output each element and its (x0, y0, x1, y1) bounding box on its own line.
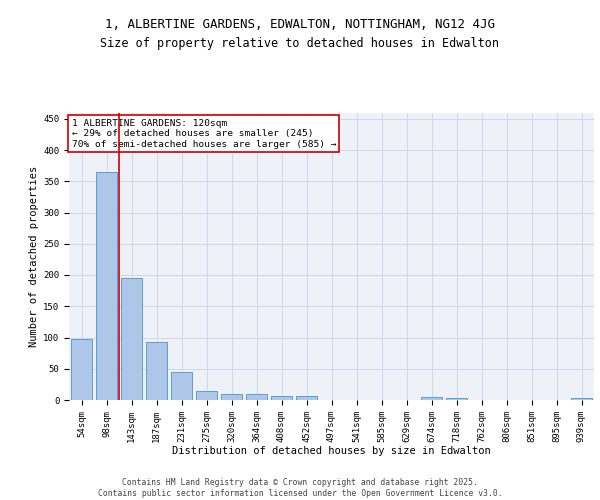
X-axis label: Distribution of detached houses by size in Edwalton: Distribution of detached houses by size … (172, 446, 491, 456)
Bar (221, 394, 242, 400)
Bar (246, 394, 267, 400)
Bar (296, 396, 317, 400)
Bar (171, 372, 192, 400)
Text: 1 ALBERTINE GARDENS: 120sqm
← 29% of detached houses are smaller (245)
70% of se: 1 ALBERTINE GARDENS: 120sqm ← 29% of det… (71, 119, 336, 148)
Bar (96, 172, 117, 400)
Bar (121, 278, 142, 400)
Bar (71, 339, 92, 400)
Text: Contains HM Land Registry data © Crown copyright and database right 2025.
Contai: Contains HM Land Registry data © Crown c… (98, 478, 502, 498)
Bar (421, 397, 442, 400)
Text: 1, ALBERTINE GARDENS, EDWALTON, NOTTINGHAM, NG12 4JG: 1, ALBERTINE GARDENS, EDWALTON, NOTTINGH… (105, 18, 495, 30)
Bar (446, 398, 467, 400)
Y-axis label: Number of detached properties: Number of detached properties (29, 166, 39, 347)
Text: Size of property relative to detached houses in Edwalton: Size of property relative to detached ho… (101, 38, 499, 51)
Bar (571, 398, 592, 400)
Bar (271, 396, 292, 400)
Bar (146, 342, 167, 400)
Bar (196, 391, 217, 400)
